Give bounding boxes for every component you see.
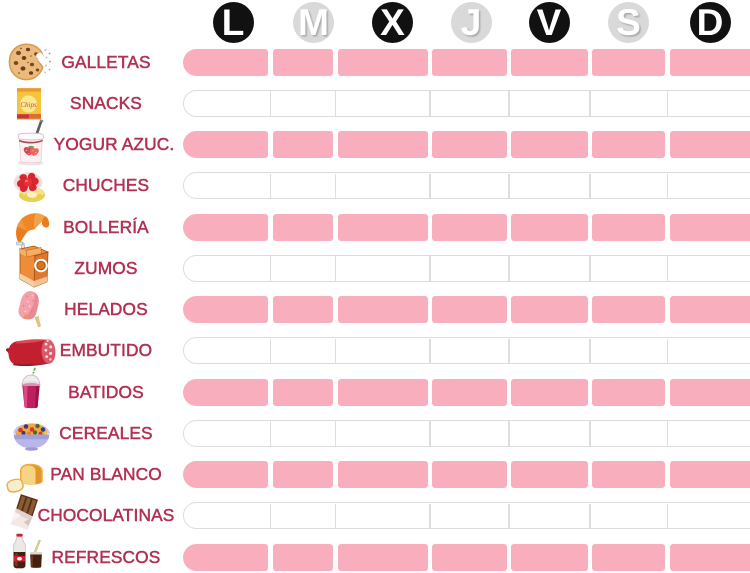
svg-text:Chips: Chips xyxy=(20,101,37,109)
